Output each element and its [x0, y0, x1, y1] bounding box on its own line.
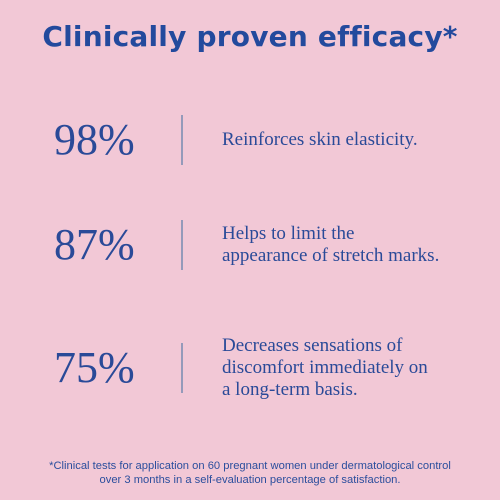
- stat-description: Reinforces skin elasticity.: [222, 129, 477, 151]
- page-title: Clinically proven efficacy*: [42, 20, 458, 53]
- stat-description: Decreases sensations of discomfort immed…: [222, 335, 477, 401]
- stat-percentage: 75%: [54, 343, 135, 392]
- stat-row-75: 75% Decreases sensations of discomfort i…: [0, 328, 500, 408]
- footnote-line: *Clinical tests for application on 60 pr…: [49, 460, 451, 472]
- stat-description-line: a long-term basis.: [222, 379, 358, 400]
- stat-description-line: appearance of stretch marks.: [222, 245, 440, 266]
- stat-divider: [181, 220, 183, 270]
- stat-row-87: 87% Helps to limit the appearance of str…: [0, 205, 500, 285]
- stat-description-line: Reinforces skin elasticity.: [222, 129, 418, 150]
- footnote: *Clinical tests for application on 60 pr…: [12, 459, 488, 487]
- stat-description: Helps to limit the appearance of stretch…: [222, 223, 477, 267]
- stat-row-98: 98% Reinforces skin elasticity.: [0, 100, 500, 180]
- stat-description-line: Helps to limit the: [222, 223, 355, 244]
- stat-description-line: discomfort immediately on: [222, 357, 428, 378]
- stat-divider: [181, 343, 183, 393]
- stat-description-line: Decreases sensations of: [222, 335, 403, 356]
- stat-divider: [181, 115, 183, 165]
- stat-percentage: 87%: [54, 220, 135, 269]
- footnote-line: over 3 months in a self-evaluation perce…: [99, 474, 401, 486]
- stat-percentage: 98%: [54, 115, 135, 164]
